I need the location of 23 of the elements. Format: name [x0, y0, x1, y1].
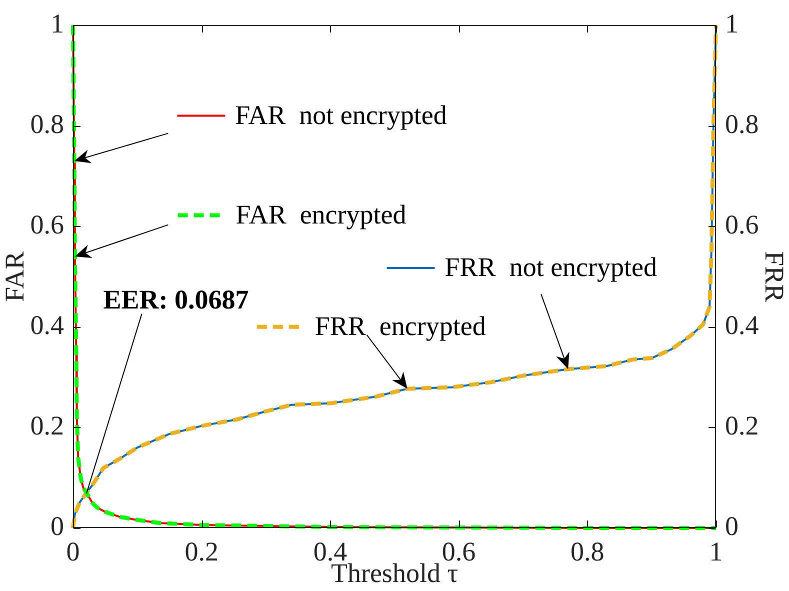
x-tick-label: 0.8 — [570, 536, 604, 566]
y2-tick-label: 0.2 — [725, 410, 759, 441]
annotation: EER: 0.0687 — [103, 284, 249, 315]
y-tick-label: 0.6 — [30, 209, 64, 240]
legend-label: FRR not encrypted — [444, 252, 658, 282]
y-axis-title: FAR — [0, 251, 30, 302]
y2-axis-title: FRR — [760, 251, 789, 302]
y2-tick-label: 1 — [725, 8, 738, 38]
legend-label: FAR encrypted — [236, 199, 407, 230]
legend-label: FAR not encrypted — [235, 100, 448, 130]
y2-tick-label: 0 — [725, 511, 738, 542]
x-tick-label: 0.6 — [442, 536, 476, 566]
y2-tick-label: 0.4 — [725, 310, 760, 340]
y-tick-label: 0.4 — [30, 310, 64, 340]
y-tick-label: 0.2 — [30, 410, 64, 441]
y-tick-label: 0 — [50, 511, 64, 542]
y-tick-label: 0.8 — [30, 108, 64, 139]
x-tick-label: 0.2 — [184, 536, 218, 566]
x-tick-label: 1 — [709, 536, 723, 566]
y2-tick-label: 0.6 — [725, 209, 759, 240]
legend-label: FRR encrypted — [314, 310, 486, 341]
y-tick-label: 1 — [50, 8, 64, 38]
y2-tick-label: 0.8 — [725, 108, 759, 139]
